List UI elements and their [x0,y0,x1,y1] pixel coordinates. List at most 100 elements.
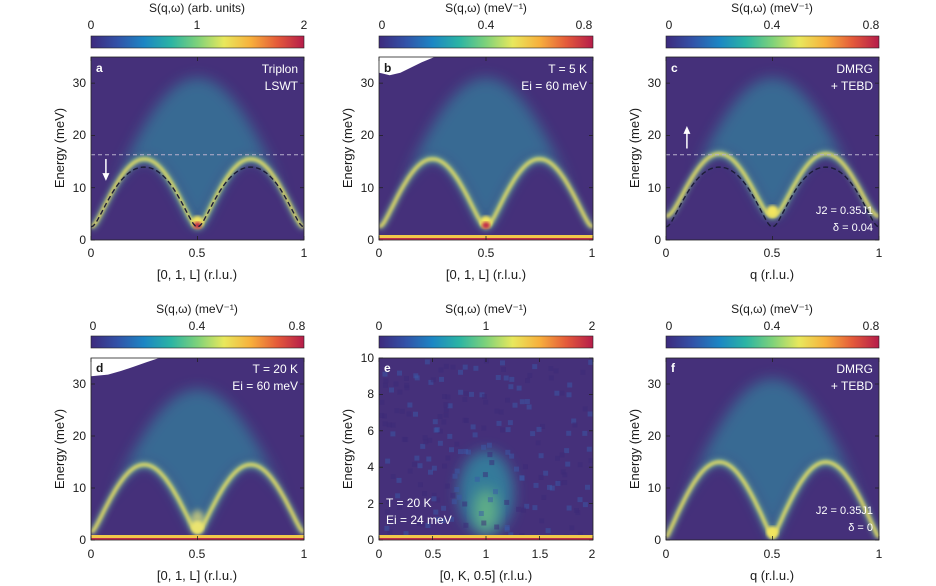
xtick-a-2: 1 [301,246,308,260]
ytick-b-3: 30 [361,76,375,90]
ytick-e-2: 4 [367,460,374,474]
ytick-b-1: 10 [361,181,375,195]
ytick-b-2: 20 [361,128,375,142]
colorbar-e-tick-1: 1 [483,319,490,333]
ytick-c-1: 10 [648,181,662,195]
annotation-c-2: J2 = 0.35J1 [816,205,873,217]
xtick-c-0: 0 [663,246,670,260]
gap-spot-b [482,221,490,229]
noise-e [379,358,593,540]
colorbar-d [90,335,305,349]
panel-label-d: d [96,361,103,375]
panel-d: S(q,ω) (meV⁻¹) 0 0.4 0.8 d T = 20 K Ei =… [52,302,308,583]
colorbar-b [378,35,594,49]
colorbar-d-tick-0: 0 [90,319,97,333]
xtick-e-3: 1.5 [532,547,549,561]
xtick-e-2: 1 [483,547,490,561]
xlabel-e: [0, K, 0.5] (r.l.u.) [440,568,532,583]
continuum-a [91,77,304,227]
ytick-d-2: 20 [73,429,87,443]
colorbar-b-label: S(q,ω) (meV⁻¹) [445,1,527,15]
xtick-b-1: 0.5 [478,246,495,260]
ytick-a-0: 0 [79,233,86,247]
annotation-a-1: LSWT [265,79,299,93]
xtick-f-1: 0.5 [764,547,781,561]
ytick-a-3: 30 [73,76,87,90]
continuum-b [379,77,593,227]
ylabel-e: Energy (meV) [340,409,355,489]
colorbar-d-label: S(q,ω) (meV⁻¹) [156,302,238,316]
xtick-d-1: 0.5 [189,547,206,561]
colorbar-e [378,335,594,349]
colorbar-a-label: S(q,ω) (arb. units) [149,1,245,15]
ylabel-d: Energy (meV) [52,409,67,489]
panel-label-a: a [96,61,103,75]
panel-label-e: e [384,361,391,375]
xtick-f-0: 0 [663,547,670,561]
colorbar-a-tick-2: 2 [301,18,308,32]
ylabel-c: Energy (meV) [627,108,642,188]
ytick-d-1: 10 [73,481,87,495]
xtick-b-0: 0 [376,246,383,260]
xtick-e-0: 0 [376,547,383,561]
plot-c-area [665,56,880,241]
colorbar-f-label: S(q,ω) (meV⁻¹) [731,302,813,316]
colorbar-f-tick-2: 0.8 [863,319,880,333]
data-mask-b [379,57,435,76]
data-mask-d [91,358,160,377]
arrow-up-c [683,126,691,149]
arrow-down-a [102,158,110,181]
xlabel-a: [0, 1, L] (r.l.u.) [157,267,237,282]
ticks-b [378,57,594,241]
annotation-c-0: DMRG [836,62,873,76]
xlabel-d: [0, 1, L] (r.l.u.) [157,568,237,583]
xtick-f-2: 1 [876,547,883,561]
continuum-c [666,77,879,217]
ytick-c-2: 20 [648,128,662,142]
colorbar-d-tick-2: 0.8 [289,319,306,333]
annotation-e-1: Ei = 24 meV [386,513,452,527]
ylabel-a: Energy (meV) [52,108,67,188]
gap-spot-d [190,509,205,534]
annotation-b-0: T = 5 K [548,62,587,76]
ytick-e-3: 6 [367,424,374,438]
ytick-f-1: 10 [648,481,662,495]
xtick-a-0: 0 [88,246,95,260]
xtick-e-1: 0.5 [425,547,442,561]
annotation-f-3: δ = 0 [848,522,873,534]
panel-e: S(q,ω) (meV⁻¹) 0 1 2 e T = 20 K Ei = 24 … [340,302,596,583]
annotation-b-1: Ei = 60 meV [521,79,587,93]
colorbar-b-tick-2: 0.8 [576,18,593,32]
colorbar-a [90,35,305,49]
ticks-f [665,358,880,541]
ytick-f-2: 20 [648,429,662,443]
colorbar-f-tick-1: 0.4 [764,319,781,333]
colorbar-b-tick-1: 0.4 [478,18,495,32]
panel-a: S(q,ω) (arb. units) 0 1 2 a Triplon LSWT… [52,1,308,282]
ytick-a-1: 10 [73,181,87,195]
annotation-a-0: Triplon [262,62,298,76]
colorbar-b-tick-0: 0 [379,18,386,32]
xtick-e-4: 2 [589,547,596,561]
ticks-c [665,57,880,241]
colorbar-c [665,35,880,49]
ytick-e-4: 8 [367,387,374,401]
ticks-d [90,358,305,541]
colorbar-e-label: S(q,ω) (meV⁻¹) [445,302,527,316]
colorbar-c-tick-1: 0.4 [764,18,781,32]
panel-label-f: f [671,361,676,375]
ticks-e [378,357,594,541]
ytick-b-0: 0 [367,233,374,247]
xtick-c-2: 1 [876,246,883,260]
colorbar-c-label: S(q,ω) (meV⁻¹) [731,1,813,15]
continuum-d [91,389,304,533]
xtick-b-2: 1 [589,246,596,260]
colorbar-a-tick-1: 1 [194,18,201,32]
annotation-e-0: T = 20 K [386,496,431,510]
annotation-c-1: + TEBD [831,79,873,93]
panel-f: S(q,ω) (meV⁻¹) 0 0.4 0.8 f DMRG + TEBD J… [627,302,883,583]
ticks-a [90,57,305,241]
ytick-d-0: 0 [79,533,86,547]
ytick-f-3: 30 [648,377,662,391]
